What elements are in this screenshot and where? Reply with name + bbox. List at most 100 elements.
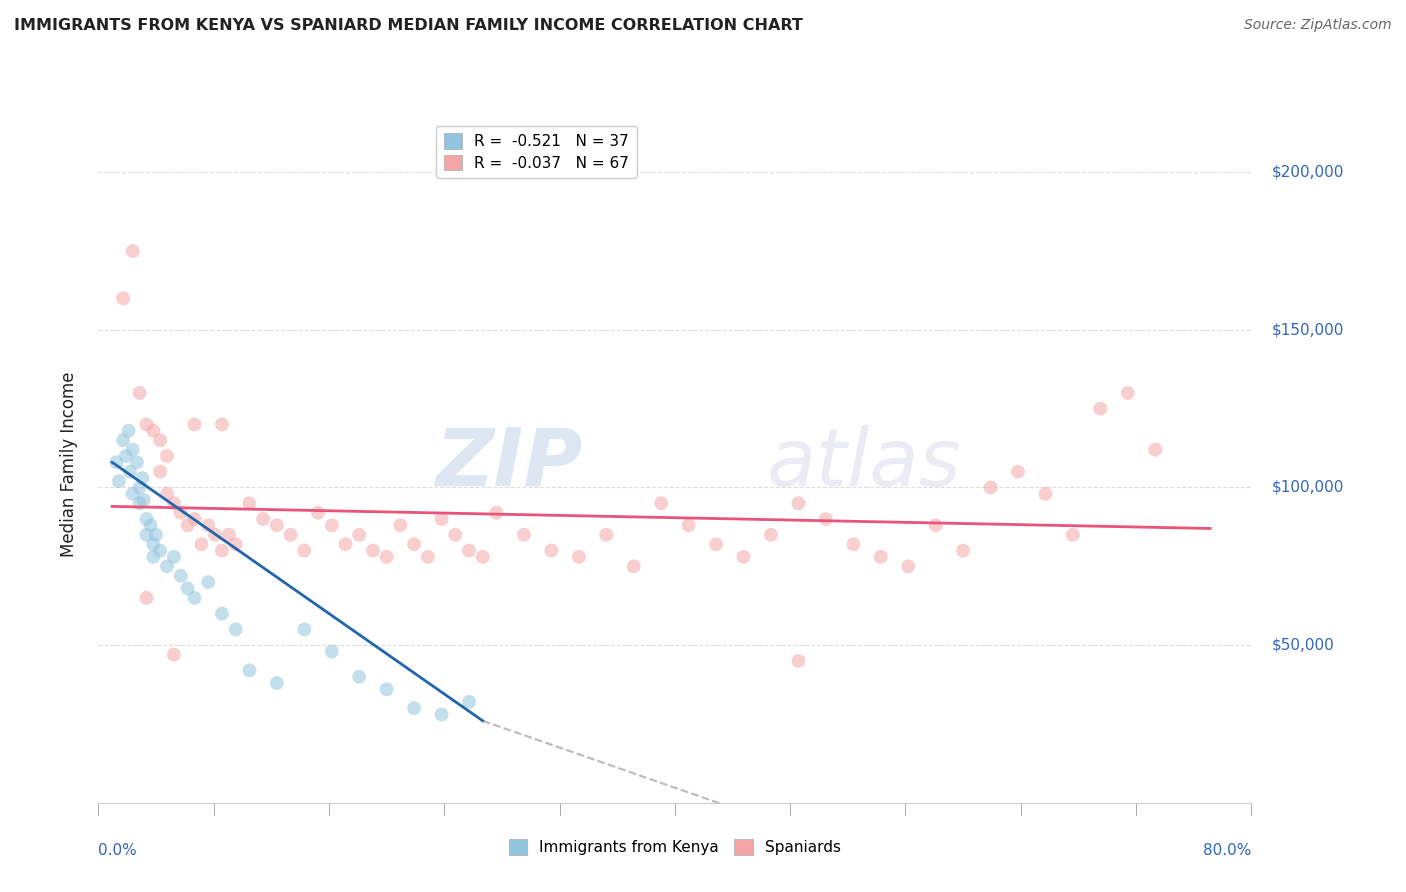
Point bbox=[623, 559, 645, 574]
Text: $50,000: $50,000 bbox=[1272, 638, 1334, 653]
Point bbox=[149, 433, 172, 447]
Point bbox=[1007, 465, 1029, 479]
Point bbox=[211, 543, 233, 558]
Point bbox=[128, 481, 150, 495]
Point bbox=[125, 455, 148, 469]
Point bbox=[458, 695, 481, 709]
Point bbox=[759, 528, 782, 542]
Point bbox=[142, 537, 165, 551]
Point bbox=[430, 512, 453, 526]
Point bbox=[389, 518, 412, 533]
Point bbox=[149, 543, 172, 558]
Point bbox=[595, 528, 617, 542]
Point bbox=[135, 512, 157, 526]
Point bbox=[118, 465, 141, 479]
Point bbox=[1090, 401, 1112, 416]
Point bbox=[156, 449, 179, 463]
Point bbox=[321, 518, 343, 533]
Point bbox=[485, 506, 508, 520]
Point bbox=[105, 455, 128, 469]
Point bbox=[218, 528, 240, 542]
Text: Source: ZipAtlas.com: Source: ZipAtlas.com bbox=[1244, 18, 1392, 32]
Point bbox=[121, 442, 143, 457]
Point bbox=[471, 549, 494, 564]
Point bbox=[112, 433, 135, 447]
Point bbox=[842, 537, 865, 551]
Point bbox=[292, 623, 315, 637]
Point bbox=[135, 591, 157, 605]
Point bbox=[238, 496, 260, 510]
Point bbox=[197, 518, 219, 533]
Point bbox=[307, 506, 329, 520]
Point bbox=[131, 471, 153, 485]
Text: IMMIGRANTS FROM KENYA VS SPANIARD MEDIAN FAMILY INCOME CORRELATION CHART: IMMIGRANTS FROM KENYA VS SPANIARD MEDIAN… bbox=[14, 18, 803, 33]
Point bbox=[704, 537, 727, 551]
Point bbox=[149, 465, 172, 479]
Point bbox=[444, 528, 467, 542]
Point bbox=[416, 549, 439, 564]
Point bbox=[197, 575, 219, 590]
Point bbox=[211, 417, 233, 432]
Point bbox=[183, 512, 205, 526]
Legend: Immigrants from Kenya, Spaniards: Immigrants from Kenya, Spaniards bbox=[501, 831, 849, 863]
Point bbox=[176, 582, 198, 596]
Point bbox=[139, 518, 162, 533]
Point bbox=[117, 424, 139, 438]
Point bbox=[112, 291, 135, 305]
Point bbox=[1062, 528, 1084, 542]
Point bbox=[190, 537, 212, 551]
Point bbox=[924, 518, 946, 533]
Text: 0.0%: 0.0% bbox=[98, 844, 138, 858]
Point bbox=[292, 543, 315, 558]
Text: ZIP: ZIP bbox=[436, 425, 582, 503]
Point bbox=[225, 623, 247, 637]
Point bbox=[156, 559, 179, 574]
Point bbox=[183, 417, 205, 432]
Point bbox=[142, 549, 165, 564]
Point bbox=[1144, 442, 1167, 457]
Point bbox=[132, 493, 155, 508]
Point bbox=[266, 676, 288, 690]
Point bbox=[361, 543, 384, 558]
Point bbox=[142, 424, 165, 438]
Point bbox=[115, 449, 138, 463]
Point bbox=[135, 528, 157, 542]
Point bbox=[280, 528, 302, 542]
Point bbox=[347, 528, 370, 542]
Point bbox=[814, 512, 837, 526]
Point bbox=[145, 528, 167, 542]
Point bbox=[204, 528, 226, 542]
Text: 80.0%: 80.0% bbox=[1204, 844, 1251, 858]
Point bbox=[952, 543, 974, 558]
Point bbox=[211, 607, 233, 621]
Point bbox=[787, 654, 810, 668]
Point bbox=[183, 591, 205, 605]
Point bbox=[170, 568, 193, 582]
Point bbox=[733, 549, 755, 564]
Point bbox=[163, 549, 186, 564]
Point bbox=[156, 487, 179, 501]
Point bbox=[897, 559, 920, 574]
Point bbox=[375, 549, 398, 564]
Point bbox=[650, 496, 672, 510]
Point bbox=[128, 496, 150, 510]
Text: $150,000: $150,000 bbox=[1272, 322, 1344, 337]
Point bbox=[1116, 385, 1139, 400]
Point bbox=[568, 549, 591, 564]
Text: $200,000: $200,000 bbox=[1272, 165, 1344, 179]
Point bbox=[266, 518, 288, 533]
Point bbox=[347, 670, 370, 684]
Point bbox=[121, 487, 143, 501]
Point bbox=[163, 496, 186, 510]
Point bbox=[321, 644, 343, 658]
Point bbox=[176, 518, 198, 533]
Point bbox=[869, 549, 891, 564]
Point bbox=[252, 512, 274, 526]
Point bbox=[404, 701, 426, 715]
Point bbox=[375, 682, 398, 697]
Point bbox=[121, 244, 143, 258]
Point bbox=[513, 528, 536, 542]
Text: atlas: atlas bbox=[768, 425, 962, 503]
Point bbox=[404, 537, 426, 551]
Point bbox=[980, 481, 1002, 495]
